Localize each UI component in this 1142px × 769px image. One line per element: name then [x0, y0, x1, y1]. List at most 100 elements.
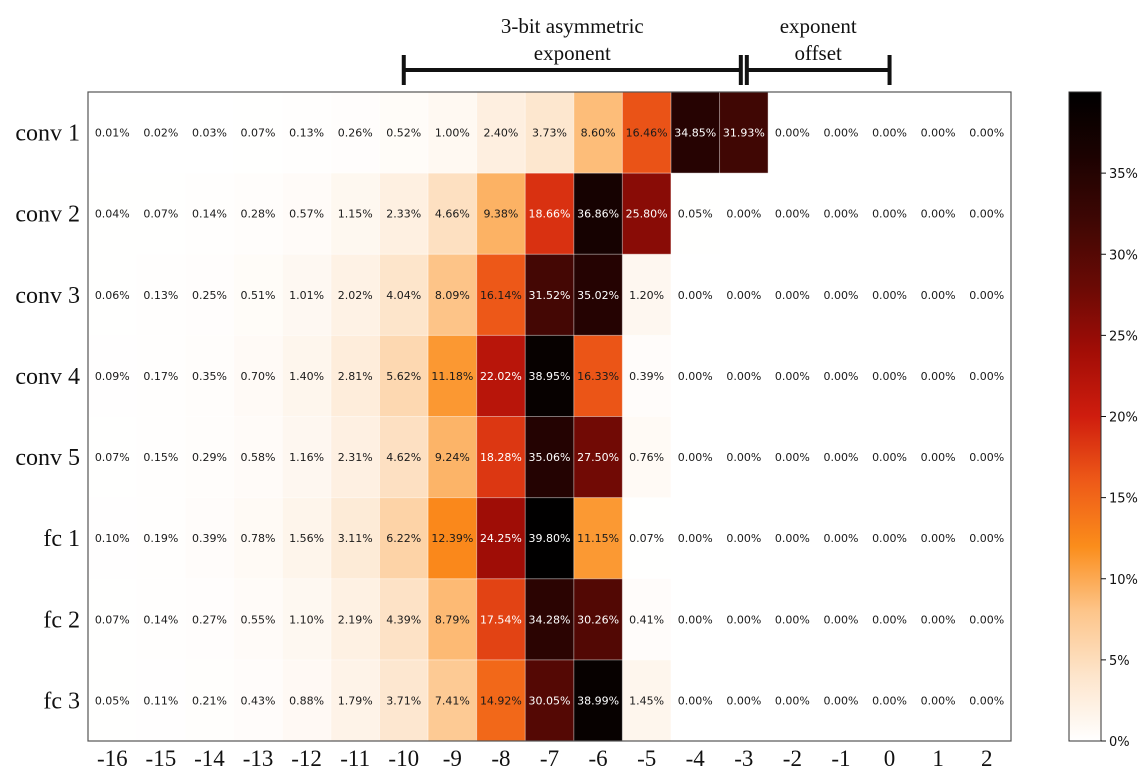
heatmap-cell	[719, 416, 769, 498]
heatmap-cell	[330, 335, 380, 417]
cell-value-label: 0.52%	[386, 127, 421, 140]
bracket-annotations: 3-bit asymmetric exponent exponent offset	[401, 14, 892, 85]
column-tick-label: -3	[734, 746, 753, 769]
heatmap-cell	[233, 497, 283, 580]
heatmap-cell	[379, 335, 429, 417]
heatmap-cell	[573, 254, 623, 336]
heatmap-cell	[768, 497, 817, 580]
cell-value-label: 31.52%	[529, 289, 571, 302]
heatmap-cell	[573, 497, 623, 580]
heatmap-cell	[622, 578, 672, 661]
heatmap-cell	[913, 254, 963, 336]
heatmap-cell	[136, 416, 186, 498]
cell-value-label: 0.00%	[678, 694, 713, 707]
heatmap-cell	[185, 659, 235, 742]
cell-value-label: 0.51%	[241, 289, 276, 302]
cell-value-label: 1.45%	[629, 694, 664, 707]
cell-value-label: 0.00%	[872, 289, 907, 302]
cell-value-label: 0.00%	[969, 532, 1004, 545]
bracket-label: exponent	[780, 14, 857, 38]
column-tick-label: -11	[340, 746, 370, 769]
cell-value-label: 0.29%	[192, 451, 227, 464]
cell-value-label: 1.56%	[289, 532, 324, 545]
heatmap-cell	[428, 416, 477, 498]
cell-value-label: 0.00%	[872, 370, 907, 383]
cell-value-label: 0.21%	[192, 694, 227, 707]
cell-value-label: 0.14%	[143, 613, 178, 626]
colorbar-gradient	[1068, 91, 1102, 742]
cell-value-label: 0.57%	[289, 208, 324, 221]
cell-value-label: 2.81%	[338, 370, 373, 383]
heatmap-cell	[719, 173, 769, 255]
heatmap-cell	[428, 173, 477, 255]
heatmap-cell	[525, 416, 575, 498]
heatmap-cell	[476, 416, 526, 498]
heatmap-cell	[233, 659, 283, 742]
heatmap-cell	[670, 416, 720, 498]
heatmap-cell	[913, 92, 963, 174]
cell-value-label: 0.25%	[192, 289, 227, 302]
cell-value-label: 0.04%	[95, 208, 130, 221]
cell-value-label: 38.99%	[577, 694, 619, 707]
cell-value-label: 0.07%	[629, 532, 664, 545]
cell-value-label: 0.07%	[143, 208, 178, 221]
heatmap-cell	[865, 92, 915, 174]
heatmap-cell	[88, 659, 137, 742]
cell-value-label: 1.00%	[435, 127, 470, 140]
cell-value-label: 5.62%	[386, 370, 421, 383]
heatmap-cell	[88, 497, 137, 580]
cell-value-label: 0.55%	[241, 613, 276, 626]
row-label: conv 1	[15, 121, 80, 147]
heatmap-cell	[768, 335, 817, 417]
heatmap-cell	[622, 173, 672, 255]
heatmap-cell	[476, 254, 526, 336]
heatmap-cell	[428, 497, 477, 580]
heatmap-cell	[525, 578, 575, 661]
heatmap-cell	[913, 335, 963, 417]
cell-value-label: 30.26%	[577, 613, 619, 626]
cell-value-label: 2.02%	[338, 289, 373, 302]
heatmap-cell	[573, 659, 623, 742]
heatmap-cell	[816, 92, 866, 174]
heatmap-cell	[816, 659, 866, 742]
heatmap-cell	[962, 173, 1012, 255]
column-tick-label: -15	[146, 746, 177, 769]
heatmap-cell	[185, 497, 235, 580]
heatmap-cell	[282, 335, 332, 417]
cell-value-label: 9.38%	[483, 208, 518, 221]
cell-value-label: 16.46%	[626, 127, 668, 140]
cell-value-label: 0.00%	[775, 532, 810, 545]
cell-value-label: 11.18%	[431, 370, 473, 383]
cell-value-label: 0.00%	[969, 289, 1004, 302]
cell-value-label: 0.00%	[969, 127, 1004, 140]
column-tick-label: -2	[783, 746, 802, 769]
heatmap-cell	[476, 497, 526, 580]
column-tick-label: -9	[443, 746, 462, 769]
cell-value-label: 0.00%	[775, 370, 810, 383]
heatmap-cell	[379, 578, 429, 661]
heatmap-cell	[136, 578, 186, 661]
heatmap-cell	[185, 416, 235, 498]
cell-value-label: 2.33%	[386, 208, 421, 221]
heatmap-cell	[476, 335, 526, 417]
column-tick-label: -10	[388, 746, 419, 769]
cell-value-label: 0.00%	[969, 694, 1004, 707]
heatmap-cell	[670, 92, 720, 174]
cell-value-label: 0.00%	[921, 613, 956, 626]
heatmap-cell	[282, 659, 332, 742]
cell-value-label: 0.35%	[192, 370, 227, 383]
cell-value-label: 0.00%	[678, 532, 713, 545]
cell-value-label: 0.00%	[726, 532, 761, 545]
heatmap-cell	[768, 416, 817, 498]
cell-value-label: 3.73%	[532, 127, 567, 140]
cell-value-label: 17.54%	[480, 613, 522, 626]
column-tick-label: -4	[686, 746, 706, 769]
cell-value-label: 0.00%	[921, 451, 956, 464]
cell-value-label: 0.07%	[95, 613, 130, 626]
heatmap-cell	[962, 659, 1012, 742]
cell-value-label: 4.62%	[386, 451, 421, 464]
heatmap-cell	[185, 578, 235, 661]
cell-value-label: 39.80%	[529, 532, 571, 545]
heatmap-gridlines	[88, 92, 1011, 741]
cell-value-label: 0.78%	[241, 532, 276, 545]
